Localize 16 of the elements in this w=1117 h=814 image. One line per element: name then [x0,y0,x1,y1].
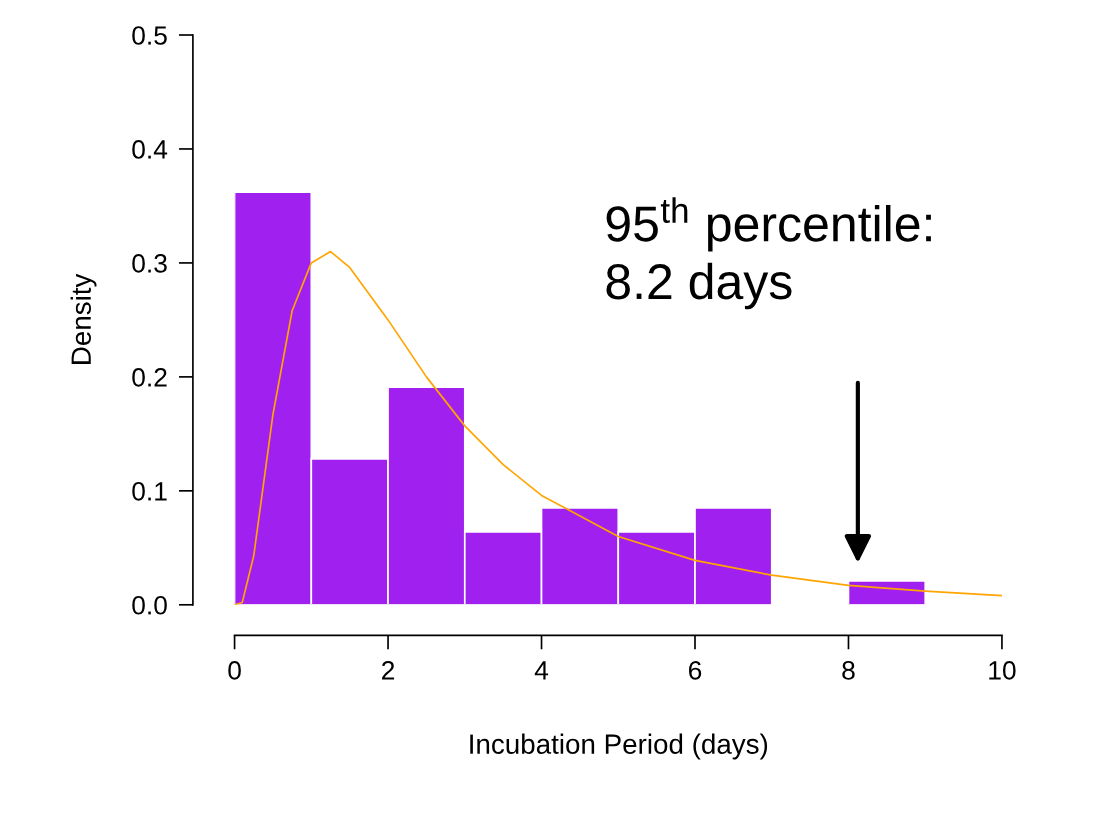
y-tick-label: 0.3 [132,254,167,273]
y-tick-label: 0.5 [132,26,167,45]
x-tick-label: 8 [842,661,855,680]
x-axis-title: Incubation Period (days) [470,733,768,760]
x-tick-label: 0 [228,661,241,680]
y-tick-label: 0.4 [132,140,168,159]
y-tick-label: 0.2 [132,368,167,387]
y-axis-title: Density [70,273,97,364]
x-tick-label: 10 [989,661,1016,680]
annotation: 95$^{th}$ percentile: 8.2 days [606,197,931,310]
x-tick-label: 2 [382,661,395,680]
line-series [234,250,1002,605]
y-tick-label: 0.1 [132,481,167,501]
y-tick-label: 0.0 [132,595,167,615]
x-tick-label: 4 [534,661,549,680]
x-tick-label: 6 [689,661,702,680]
